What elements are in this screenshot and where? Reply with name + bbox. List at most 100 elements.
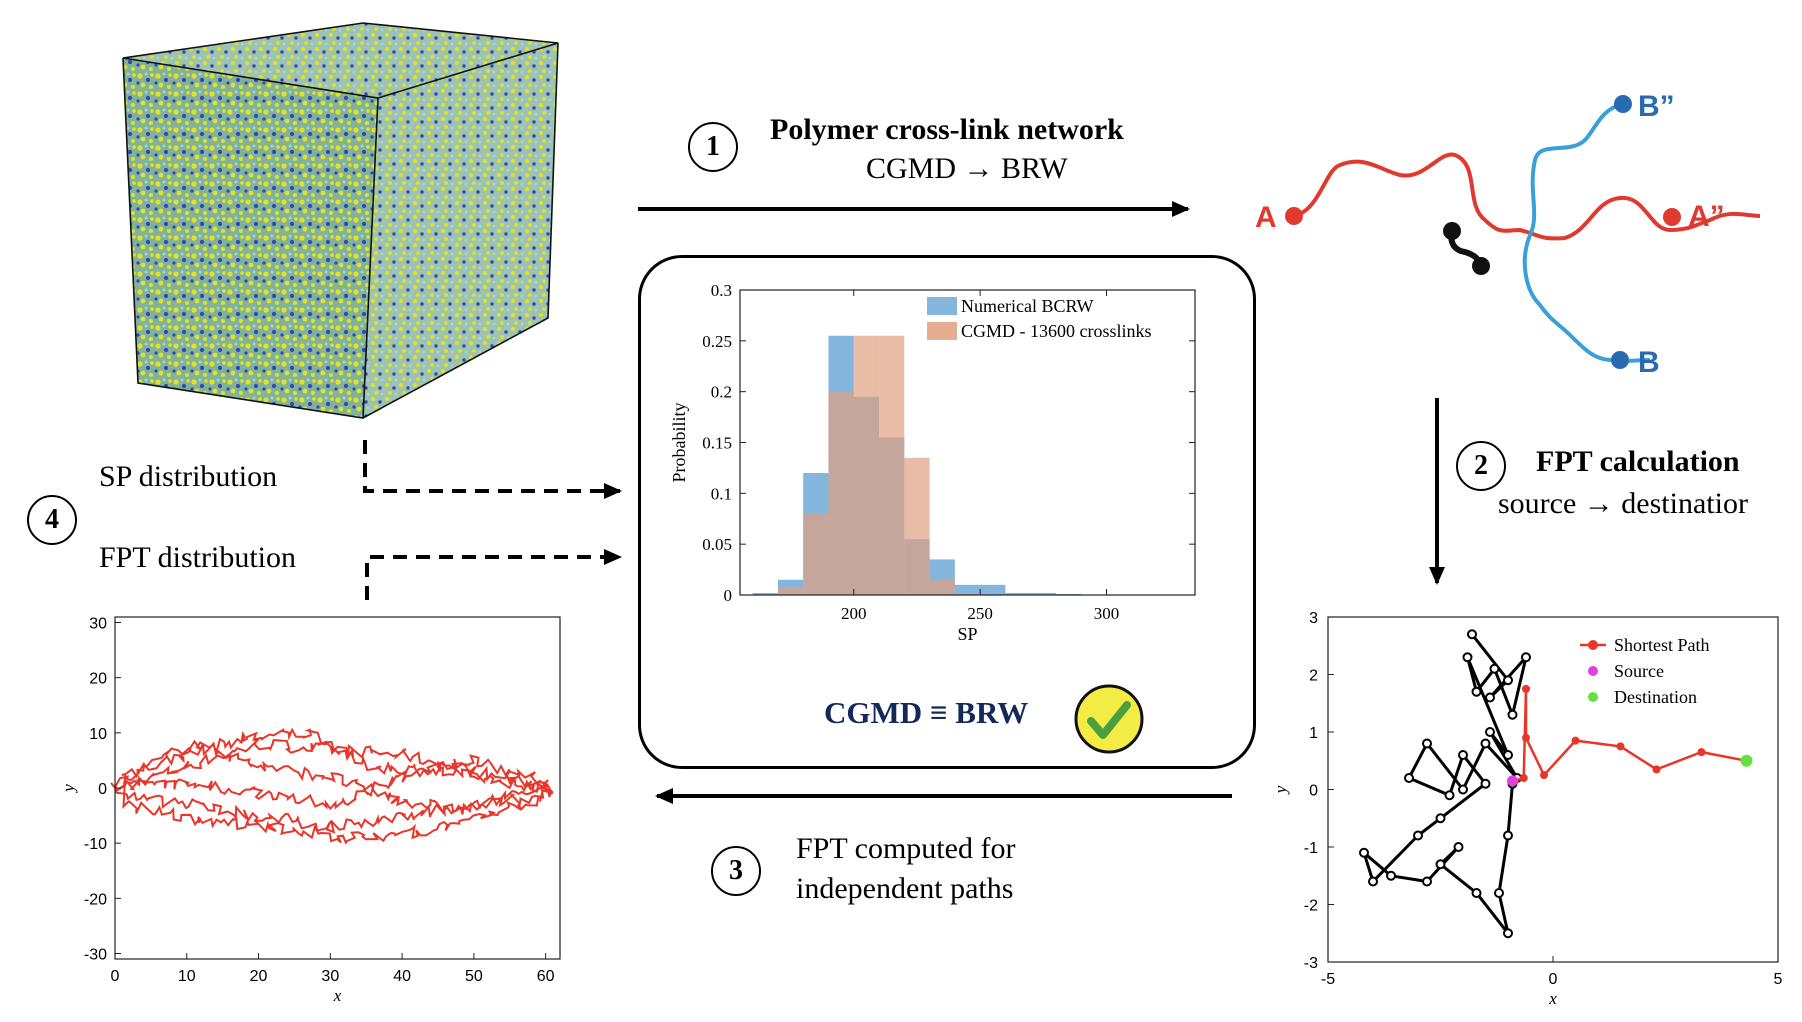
x-tick-label: 40: [393, 968, 411, 985]
step3-line1: FPT computed for: [796, 832, 1016, 865]
walk-node: [1485, 692, 1495, 703]
x-axis-label: x: [1548, 989, 1557, 1005]
y-tick-label: 3: [1309, 610, 1318, 627]
plot-frame: [1327, 616, 1779, 963]
step1-subtitle: CGMD → BRW: [866, 152, 1068, 185]
hist-bar: [853, 335, 880, 595]
network-path-diagram: A A” B B”: [1255, 90, 1761, 379]
source-point: [1507, 775, 1518, 787]
y-axis-label: y: [1271, 785, 1290, 795]
legend-label: CGMD - 13600 crosslinks: [961, 321, 1152, 341]
walk-node: [1413, 830, 1423, 841]
step2-number: 2: [1456, 441, 1506, 491]
x-tick-label: 50: [465, 968, 483, 985]
walk-node: [1458, 784, 1468, 795]
walk-node: [1444, 790, 1455, 801]
shortest-path-chart: -3 -2 -1 0 1 2 3 -5 0 5 x y Shortest Path Source Desti…: [1271, 610, 1783, 1005]
walk-node: [1503, 928, 1513, 939]
red-path: [1293, 152, 1761, 241]
walk-node: [1453, 842, 1464, 852]
walk-node: [1471, 686, 1482, 697]
fpt-dashed-arrow: [365, 549, 622, 600]
sp-histogram-chart: 0 0.05 0.1 0.15 0.2 0.25 0.3 200 250 300 SP Probabi…: [669, 281, 1196, 644]
hist-bar: [1030, 592, 1056, 595]
x-tick-label: 10: [178, 968, 196, 985]
y-tick-label: 30: [89, 616, 107, 633]
x-tick-label: 5: [1774, 971, 1783, 988]
y-tick-label: 20: [89, 671, 107, 688]
walk-node: [1503, 830, 1513, 841]
hist-bar: [1005, 592, 1031, 595]
walk-node: [1435, 859, 1446, 870]
walk-node: [1404, 773, 1414, 783]
step1-number: 1: [688, 122, 738, 172]
walk-node: [1422, 876, 1432, 887]
walk-line: [1361, 633, 1528, 935]
x-tick-label: 250: [967, 604, 993, 623]
y-tick-label: 0.15: [702, 434, 732, 453]
shortest-path-node: [1652, 765, 1661, 774]
step4-number: 4: [27, 495, 77, 545]
hist-bar: [879, 335, 905, 595]
y-tick-label: 0: [724, 586, 733, 605]
legend-marker: [1588, 666, 1598, 676]
shortest-path-node: [1697, 748, 1706, 757]
hist-bar: [904, 457, 930, 595]
walk-node: [1480, 738, 1491, 749]
shortest-path-node: [1522, 684, 1530, 693]
x-tick-label: 300: [1094, 604, 1120, 623]
hist-bar: [954, 592, 981, 595]
walk-node: [1422, 738, 1432, 749]
legend-marker: [1588, 640, 1598, 650]
fpt-distribution-label: FPT distribution: [99, 541, 296, 574]
shortest-path-node: [1571, 736, 1580, 745]
y-tick-label: -20: [84, 891, 107, 908]
x-tick-label: 0: [1549, 971, 1558, 988]
y-tick-label: -2: [1304, 898, 1318, 915]
shortest-path-node: [1616, 742, 1625, 751]
step2-subtitle: source → destinatior: [1498, 487, 1748, 520]
label-b: B: [1638, 346, 1660, 379]
y-tick-label: 0.3: [711, 281, 732, 300]
walk-node: [1435, 813, 1446, 824]
y-tick-label: 0.05: [702, 535, 732, 554]
step3-number: 3: [711, 846, 761, 896]
walk-node: [1386, 870, 1396, 881]
y-axis-label: Probability: [669, 403, 689, 483]
legend-label: Source: [1614, 661, 1664, 681]
step2-title: FPT calculation: [1536, 445, 1740, 478]
hist-bar: [828, 391, 854, 595]
walk-node: [1494, 888, 1504, 898]
walk-node: [1467, 629, 1477, 640]
destination-point: [1740, 754, 1753, 767]
legend-swatch: [927, 322, 957, 340]
y-tick-label: 0.2: [711, 383, 732, 402]
hist-bar: [980, 584, 1006, 595]
hist-bar: [803, 513, 829, 595]
y-tick-label: -1: [1304, 840, 1318, 857]
walk-node: [1507, 709, 1518, 720]
label-b2: B”: [1638, 90, 1675, 123]
walk-node: [1503, 750, 1513, 760]
label-a2: A”: [1688, 200, 1725, 233]
y-tick-label: 0: [1309, 783, 1318, 800]
walk-node: [1471, 888, 1482, 898]
step3-line2: independent paths: [796, 872, 1014, 905]
y-tick-label: 10: [89, 726, 107, 743]
y-tick-label: -30: [84, 946, 107, 963]
y-tick-label: 1: [1309, 725, 1318, 742]
y-tick-label: 0.1: [711, 484, 732, 503]
x-axis-label: SP: [957, 624, 977, 644]
hist-bar: [954, 584, 981, 595]
y-tick-label: -10: [84, 836, 107, 853]
shortest-path-node: [1540, 771, 1548, 780]
legend-label: Shortest Path: [1614, 635, 1710, 655]
walk-node: [1485, 727, 1495, 737]
y-axis-label: y: [60, 784, 78, 794]
walk-node: [1462, 652, 1473, 663]
y-tick-label: 0.25: [702, 332, 732, 351]
y-tick-label: 0: [98, 781, 107, 798]
legend-swatch: [927, 297, 957, 315]
walk-node: [1368, 876, 1378, 887]
crosslink-node-1: [1443, 222, 1461, 240]
